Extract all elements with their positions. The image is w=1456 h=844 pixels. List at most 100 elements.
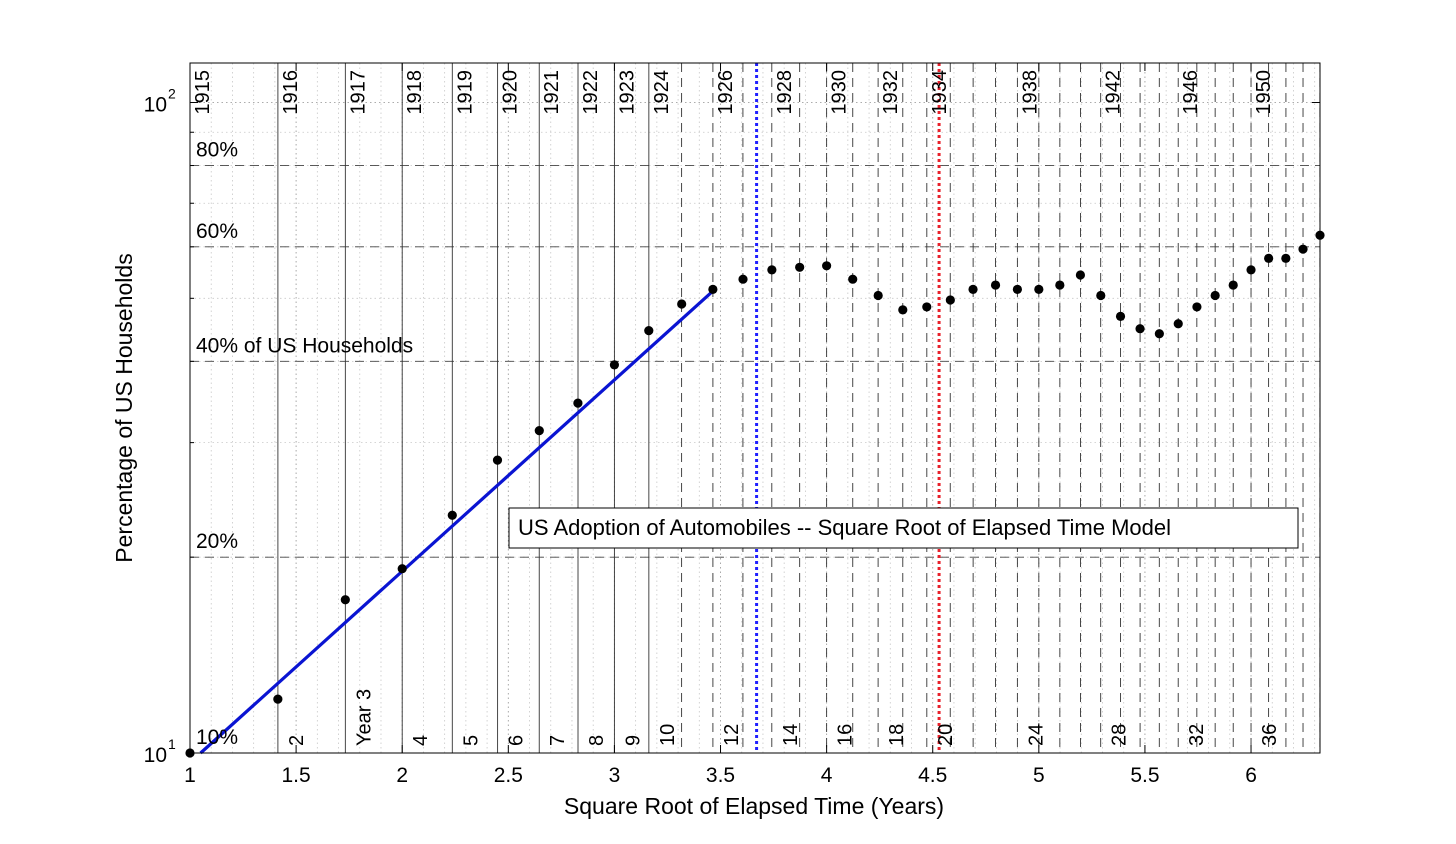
elapsed-year-label: 2	[286, 735, 308, 746]
fit-line	[199, 288, 716, 755]
x-tick-label: 1.5	[282, 764, 311, 787]
reference-markers	[755, 63, 941, 753]
y-axis-label: Percentage of US Households	[111, 253, 137, 562]
x-tick-label: 4	[821, 764, 833, 787]
year-label: 1923	[616, 70, 638, 115]
x-tick-label: 1	[184, 764, 196, 787]
elapsed-year-label: Year 3	[353, 689, 375, 746]
percent-label: 20%	[196, 530, 238, 553]
elapsed-year-label: 12	[721, 724, 743, 746]
x-tick-label: 2.5	[494, 764, 523, 787]
year-label: 1938	[1019, 70, 1041, 115]
percent-label: 40% of US Households	[196, 334, 413, 357]
year-label: 1922	[580, 70, 602, 115]
elapsed-year-label: 28	[1109, 724, 1131, 746]
elapsed-year-label: 6	[506, 735, 528, 746]
elapsed-year-label: 16	[835, 724, 857, 746]
elapsed-year-label: 32	[1186, 724, 1208, 746]
data-point	[1281, 253, 1291, 263]
elapsed-year-label: 18	[886, 724, 908, 746]
x-axis-ticks: 1 1.5 2 2.5 3 3.5 4 4.5 5 5.5 6	[184, 63, 1257, 787]
elapsed-year-label: 8	[586, 735, 608, 746]
percent-labels: 10% 20% 40% of US Households 60% 80%	[196, 139, 413, 749]
year-lines	[277, 63, 1321, 753]
percent-label: 10%	[196, 726, 238, 749]
elapsed-year-label: 7	[547, 735, 569, 746]
year-label: 1919	[454, 70, 476, 115]
data-point	[492, 455, 503, 465]
data-point	[1228, 280, 1238, 290]
data-point	[1264, 253, 1274, 263]
y-tick-label-base: 10	[144, 744, 167, 767]
data-point	[898, 305, 908, 315]
data-point	[397, 564, 407, 574]
year-label: 1942	[1103, 70, 1125, 115]
elapsed-year-label: 20	[935, 724, 957, 746]
x-tick-label: 3.5	[706, 764, 735, 787]
data-point	[573, 398, 583, 408]
data-point	[822, 261, 832, 271]
elapsed-year-label: 10	[657, 724, 679, 746]
data-point	[1298, 244, 1308, 254]
percent-label: 80%	[196, 139, 238, 162]
data-point	[644, 325, 654, 336]
data-point	[1210, 290, 1220, 301]
year-label: 1932	[880, 70, 902, 115]
title-box-frame	[508, 507, 1299, 549]
data-point	[273, 694, 283, 704]
data-point	[1055, 280, 1065, 290]
data-point	[873, 290, 883, 301]
year-label: 1934	[929, 70, 951, 115]
data-point	[1192, 302, 1202, 312]
year-label: 1921	[541, 70, 563, 115]
data-point	[738, 274, 748, 284]
data-point	[708, 284, 718, 295]
data-point	[1135, 324, 1145, 334]
x-tick-label: 3	[609, 764, 621, 787]
year-label: 1946	[1180, 70, 1202, 115]
year-label: 1917	[347, 70, 369, 115]
data-point	[1154, 329, 1164, 339]
minor-gridlines	[190, 63, 1320, 753]
year-label: 1926	[715, 70, 737, 115]
elapsed-year-label: 4	[410, 735, 432, 746]
x-tick-label: 5	[1033, 764, 1045, 787]
year-label: 1920	[500, 70, 522, 115]
data-point	[795, 262, 805, 272]
data-point	[447, 510, 457, 520]
year-label: 1924	[651, 70, 673, 115]
plot-frame	[189, 62, 1321, 754]
data-point	[767, 265, 777, 275]
elapsed-year-label: 5	[460, 735, 482, 746]
data-point	[1075, 270, 1086, 280]
y-tick-label-base: 10	[144, 93, 167, 116]
year-label: 1915	[192, 70, 214, 115]
year-label: 1916	[280, 70, 302, 115]
x-axis-label: Square Root of Elapsed Time (Years)	[564, 793, 944, 819]
data-point	[968, 284, 978, 295]
data-point	[609, 360, 620, 370]
year-labels: 1915 1916 1917 1918 1919 1920 1921 1922 1923 1924…	[192, 70, 1275, 115]
elapsed-year-label: 14	[780, 724, 802, 746]
data-point	[945, 295, 955, 305]
data-point	[340, 595, 350, 605]
elapsed-year-labels: 2 Year 3 4 5 6 7 8 9 10 12 14 16 18 20 24 28 32 36	[286, 689, 1281, 746]
data-point	[922, 302, 932, 312]
elapsed-year-label: 36	[1259, 724, 1281, 746]
year-label: 1918	[404, 70, 426, 115]
fit-line-group	[199, 288, 716, 755]
data-point	[1115, 311, 1126, 321]
x-tick-label: 2	[396, 764, 408, 787]
x-tick-label: 5.5	[1130, 764, 1159, 787]
data-point	[1012, 284, 1022, 295]
data-points	[185, 230, 1325, 758]
title-box: US Adoption of Automobiles -- Square Roo…	[508, 507, 1299, 549]
x-tick-label: 4.5	[918, 764, 947, 787]
elapsed-year-label: 9	[622, 735, 644, 746]
data-point	[848, 274, 858, 284]
data-point	[534, 426, 544, 436]
y-tick-label-exponent: 2	[168, 85, 176, 101]
